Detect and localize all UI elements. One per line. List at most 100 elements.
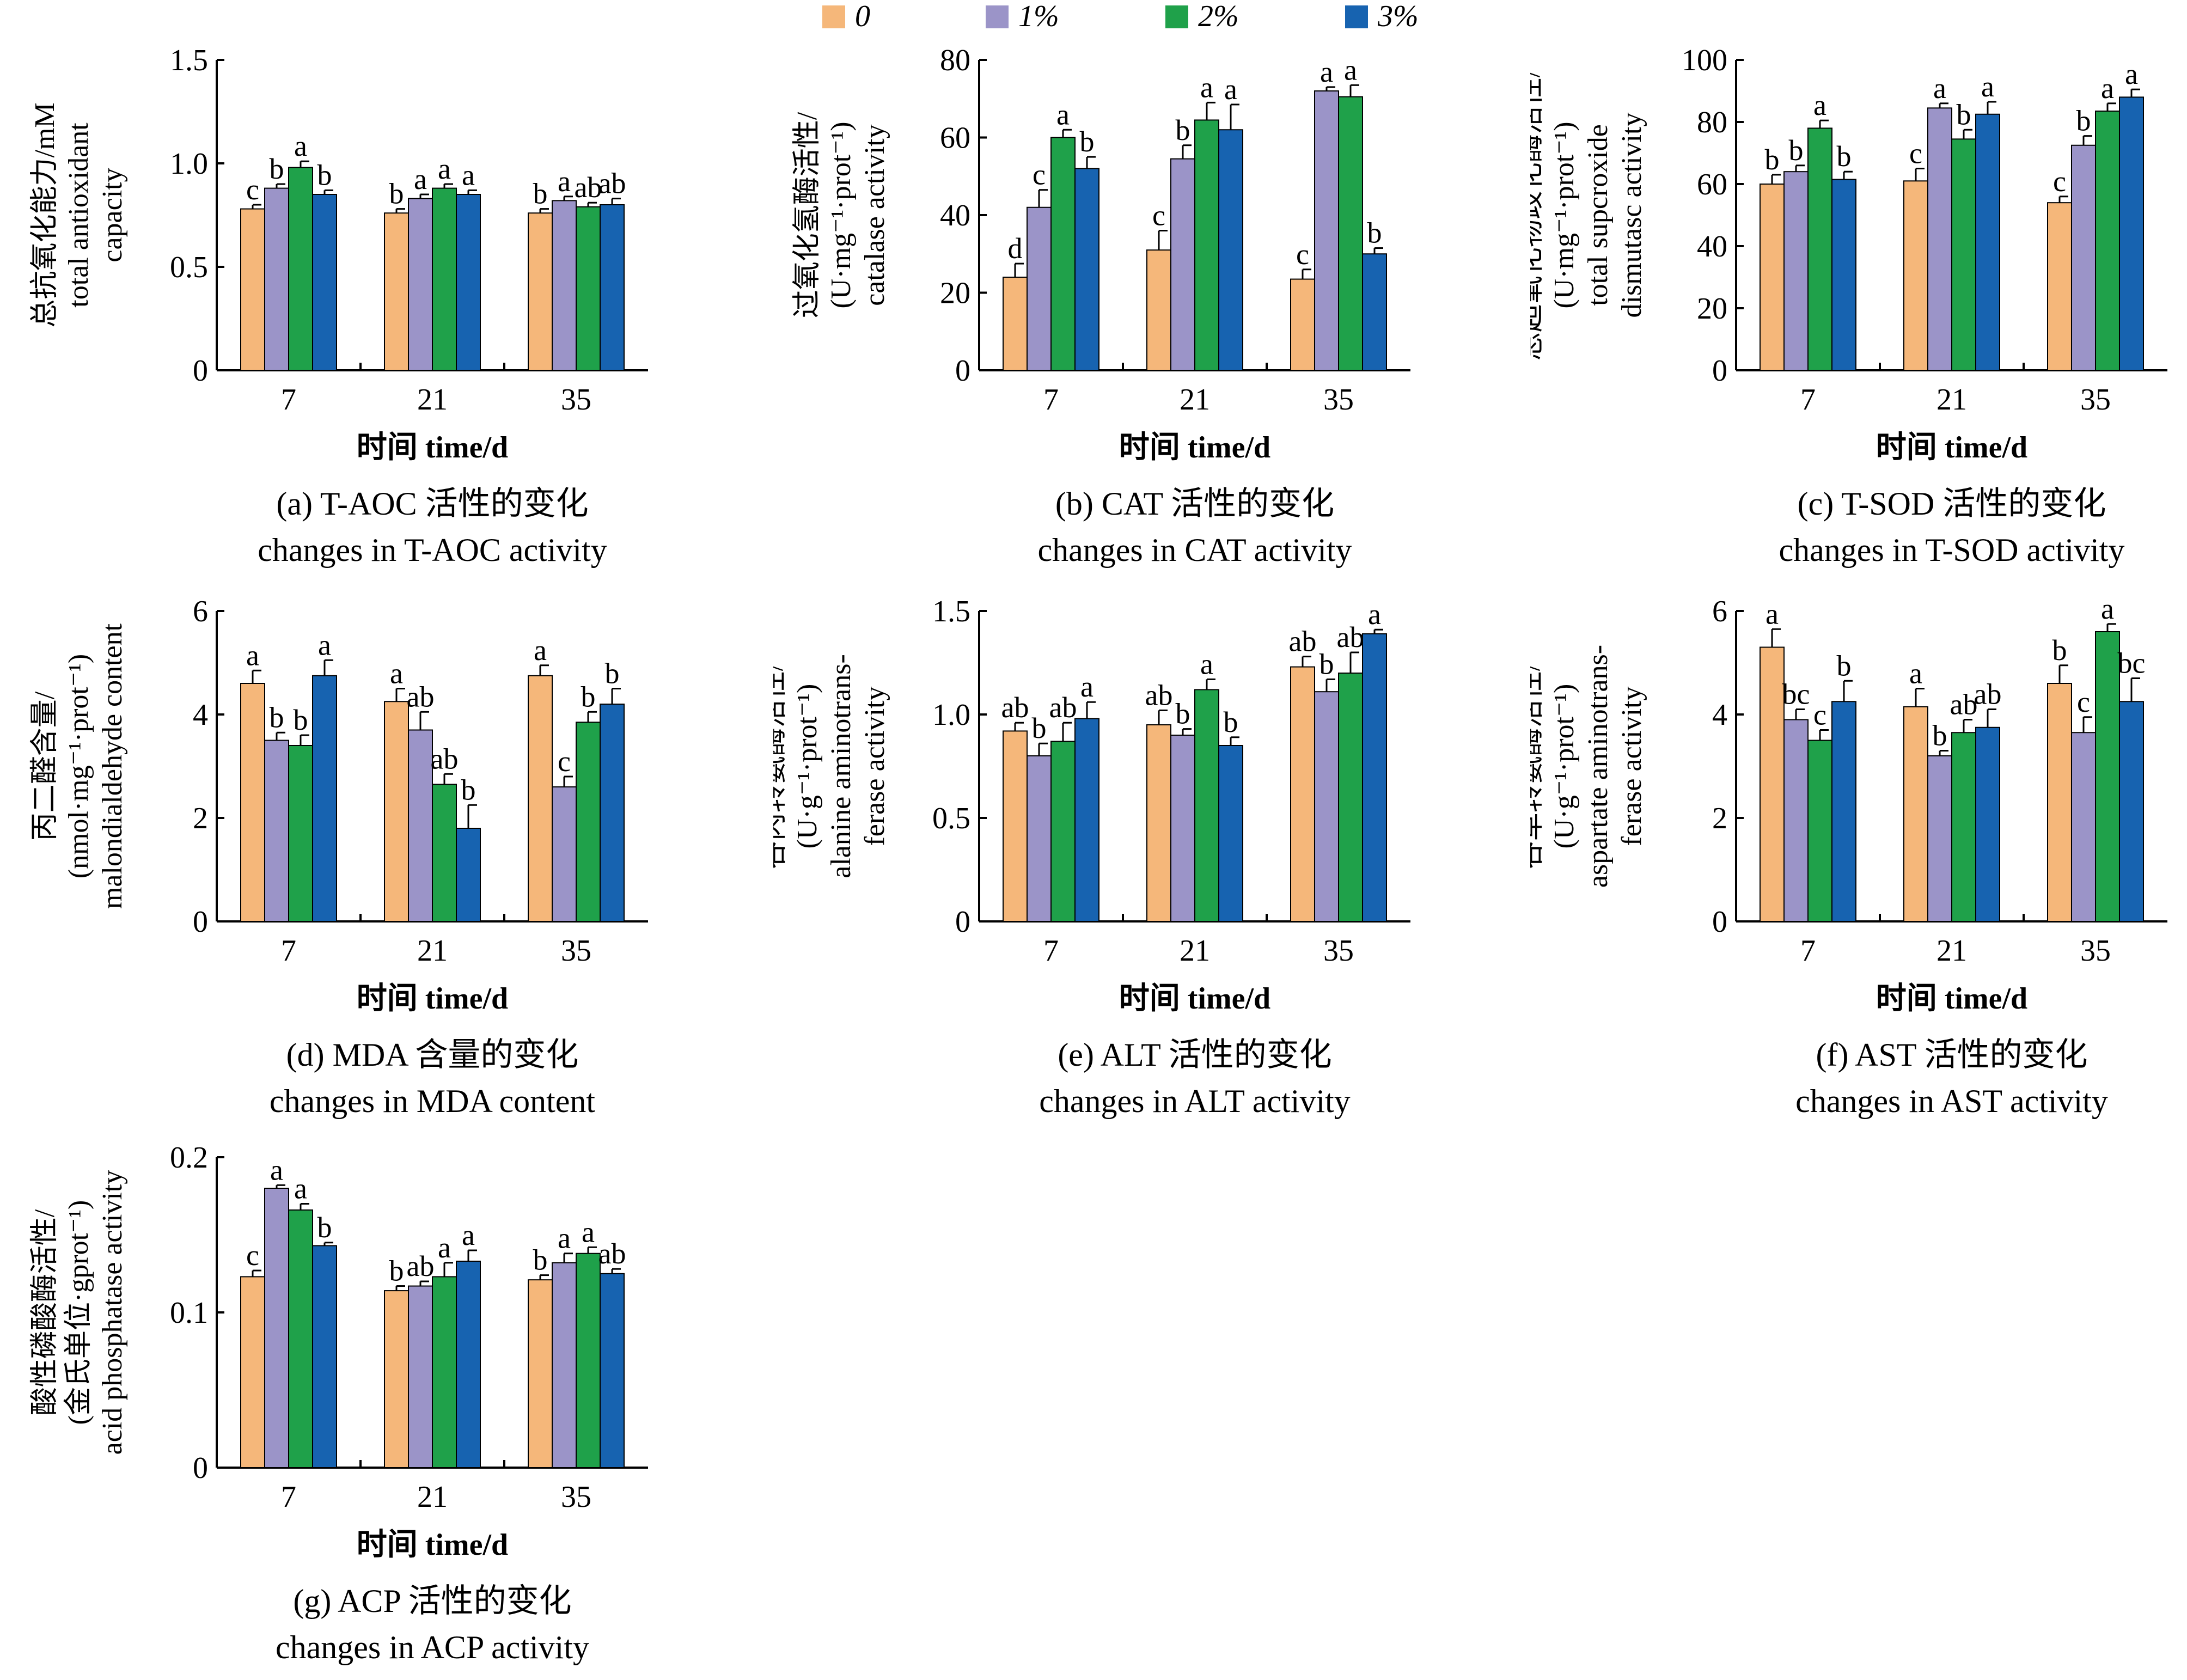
bar [1314,90,1339,371]
significance-letter: a [1813,89,1826,121]
legend: 0 1% 2% 3% [822,0,1419,33]
bar [1951,732,1976,922]
x-tick-label: 7 [1800,934,1816,968]
bar [1831,179,1856,371]
bar [1194,119,1219,371]
significance-letter: a [2101,592,2114,625]
bar [528,1279,553,1468]
significance-letter: ab [1974,678,2002,711]
bar [1831,701,1856,922]
bar [528,675,553,922]
significance-letter: a [1056,98,1070,131]
y-tick-label: 20 [1697,292,1727,326]
significance-letter: c [1152,199,1165,232]
y-tick-label: 60 [940,121,970,155]
bar [528,212,553,371]
significance-letter: a [1200,647,1213,680]
bar [1903,706,1928,922]
significance-letter: b [2052,634,2067,667]
bar [1903,180,1928,371]
bar [1027,206,1052,371]
significance-letter: b [1957,98,1971,131]
significance-letter: bc [2118,647,2146,680]
significance-letter: b [461,773,476,806]
y-axis-label: 酸性磷酸酶活性/ [29,1209,60,1415]
x-axis-title: 时间 time/d [357,982,508,1016]
significance-letter: a [390,657,403,690]
y-tick-label: 6 [193,595,208,628]
significance-letter: a [414,163,427,196]
y-axis-label: dismutasc activity [1616,113,1647,318]
significance-letter: a [438,152,451,185]
significance-letter: ab [1950,688,1978,721]
y-tick-label: 1.5 [170,44,208,77]
legend-label-1: 1% [1018,0,1059,33]
y-tick-label: 40 [1697,230,1727,264]
y-axis-label: 总超氧化物歧化酶活性/ [1530,69,1546,361]
y-axis-label: total antioxidant [63,123,94,308]
x-tick-label: 21 [1936,383,1967,417]
y-axis-label: catalase activity [859,124,890,306]
significance-letter: a [1368,598,1381,631]
bar [2119,96,2144,371]
x-axis-title: 时间 time/d [1119,982,1270,1016]
y-axis-label: (金氏单位·gprot⁻¹) [63,1200,94,1425]
significance-letter: b [1933,719,1947,752]
significance-letter: a [270,1153,283,1186]
bar [1975,726,2000,922]
bar [1003,730,1028,922]
bar [1783,171,1809,371]
significance-letter: b [1176,698,1190,730]
y-tick-label: 0.1 [170,1296,208,1330]
significance-letter: b [1367,217,1382,249]
bar [1362,633,1387,923]
x-tick-label: 7 [281,1480,296,1514]
significance-letter: a [2125,58,2138,90]
bar [2071,144,2096,371]
y-tick-label: 0 [955,905,970,939]
bar [1338,96,1363,371]
y-tick-label: 0 [193,354,208,388]
y-tick-label: 6 [1712,595,1727,628]
significance-letter: c [1909,137,1922,170]
significance-letter: a [2101,72,2114,105]
panel-caption-english: changes in T-SOD activity [1779,532,2125,568]
significance-letter: a [1344,53,1357,86]
y-axis-label: (U·mg⁻¹·prot⁻¹) [1549,121,1580,308]
bar [264,187,289,371]
y-tick-label: 80 [1697,106,1727,139]
bar [408,729,433,922]
significance-letter: b [2076,105,2091,137]
bar [1170,735,1195,922]
x-tick-label: 7 [1043,934,1059,968]
y-axis-label: (U·g⁻¹·prot⁻¹) [1549,684,1580,849]
y-tick-label: 0.2 [170,1141,208,1175]
bar [1003,277,1028,371]
bar [456,828,481,922]
panel-caption-english: changes in ACP activity [276,1629,589,1665]
significance-letter: c [2053,165,2066,198]
x-axis-title: 时间 time/d [1876,431,2027,465]
x-axis-title: 时间 time/d [1876,982,2027,1016]
significance-letter: a [582,1215,595,1248]
significance-letter: b [605,657,620,690]
significance-letter: ab [1337,621,1365,653]
y-axis-label: 谷丙转氨酶活性/ [773,663,789,869]
bar [1760,646,1785,922]
y-axis-label: malondialdehyde content [97,623,128,909]
significance-letter: c [558,745,571,778]
x-axis-title: 时间 time/d [1119,431,1270,465]
bar [384,1290,409,1468]
bar [1783,719,1809,922]
bar [1170,158,1195,371]
bar [312,194,337,371]
significance-letter: b [270,152,284,185]
y-tick-label: 2 [193,802,208,835]
significance-letter: c [1033,158,1046,191]
significance-letter: b [1319,647,1334,680]
significance-letter: d [1008,232,1023,265]
bar [552,200,577,371]
bar [288,745,313,922]
